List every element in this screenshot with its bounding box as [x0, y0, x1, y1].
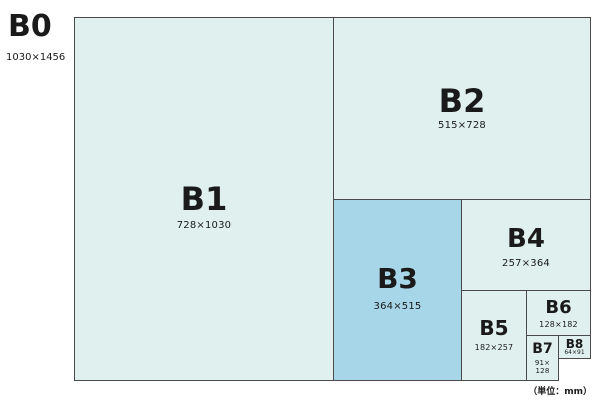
- b4-label: B4: [507, 224, 545, 254]
- b4-size: 257×364: [502, 258, 550, 269]
- paper-b8: B8 64×91: [558, 335, 591, 359]
- b1-size: 728×1030: [176, 220, 232, 231]
- b7-size-line1: 91×: [534, 359, 551, 367]
- unit-note: （単位：mm）: [528, 387, 592, 397]
- b6-size: 128×182: [539, 320, 578, 329]
- paper-b5: B5 182×257: [461, 290, 527, 381]
- b2-size: 515×728: [438, 120, 486, 131]
- b2-label: B2: [438, 82, 486, 120]
- paper-b7: B7 91× 128: [526, 335, 559, 381]
- b3-label: B3: [377, 262, 418, 295]
- b5-label: B5: [479, 316, 509, 340]
- paper-b2: B2 515×728: [333, 17, 591, 200]
- b5-size: 182×257: [474, 343, 514, 352]
- b3-size: 364×515: [373, 301, 422, 312]
- paper-b4: B4 257×364: [461, 199, 591, 291]
- paper-b3: B3 364×515: [333, 199, 462, 381]
- b8-label: B8: [565, 337, 584, 351]
- b7-size-line2: 128: [535, 367, 550, 375]
- b7-label: B7: [532, 341, 553, 357]
- b8-size: 64×91: [564, 349, 585, 356]
- b0-size: 1030×1456: [6, 52, 66, 63]
- b0-label: B0: [8, 9, 52, 44]
- b1-label: B1: [180, 180, 228, 218]
- paper-b6: B6 128×182: [526, 290, 591, 336]
- b6-label: B6: [545, 297, 572, 318]
- paper-b1: B1 728×1030: [74, 17, 334, 381]
